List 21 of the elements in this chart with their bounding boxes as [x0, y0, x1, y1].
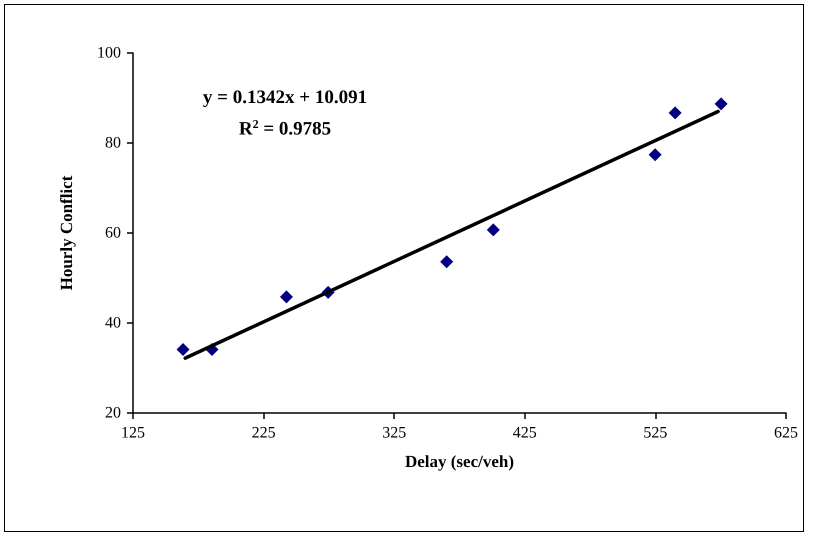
point: [486, 223, 500, 236]
annotation: y = 0.1342x + 10.091: [202, 87, 368, 108]
x-tick-label: 425: [512, 424, 537, 442]
point: [714, 97, 728, 110]
y-tick-label: 80: [105, 134, 121, 152]
x-tick-label: 125: [121, 424, 145, 442]
point: [440, 255, 454, 268]
point: [176, 343, 190, 356]
x-tick-label: 225: [252, 424, 276, 442]
y-tick-label: 20: [105, 404, 121, 422]
x-tick-label: 325: [382, 424, 406, 442]
point: [668, 106, 682, 120]
y-axis-title: Hourly Conflict: [57, 175, 76, 290]
point: [648, 148, 662, 162]
point: [280, 290, 293, 304]
x-tick-label: 625: [774, 424, 798, 442]
x-axis-title: Delay (sec/veh): [404, 452, 514, 471]
y-tick-label: 100: [97, 44, 121, 62]
x-tick-label: 525: [643, 424, 668, 442]
y-tick-label: 60: [105, 224, 121, 242]
y-tick-label: 40: [105, 314, 121, 332]
